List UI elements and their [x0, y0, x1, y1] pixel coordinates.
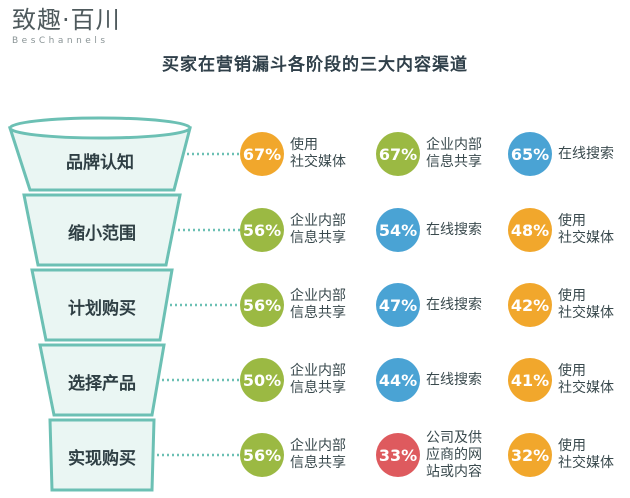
funnel-stage-shape [38, 343, 166, 417]
percentage-circle: 67% [240, 132, 284, 176]
percentage-circle: 33% [376, 433, 420, 477]
channel-label: 企业内部 信息共享 [290, 438, 346, 471]
percentage-circle: 54% [376, 208, 420, 252]
percentage-circle: 56% [240, 433, 284, 477]
percentage-circle: 50% [240, 358, 284, 402]
channel-label: 在线搜索 [426, 371, 482, 388]
funnel-stage-shape [48, 418, 156, 492]
brand-name: 致趣·百川 [12, 6, 121, 34]
percentage-circle: 42% [508, 283, 552, 327]
percentage-circle: 65% [508, 132, 552, 176]
stage-label: 计划购买 [68, 299, 136, 319]
stage-label: 品牌认知 [66, 153, 134, 173]
percentage-circle: 44% [376, 358, 420, 402]
percentage-circle: 67% [376, 132, 420, 176]
channel-label: 企业内部 信息共享 [290, 363, 346, 396]
funnel-stage-shape [22, 193, 182, 267]
channel-label: 使用 社交媒体 [558, 288, 614, 321]
page-title: 买家在营销漏斗各阶段的三大内容渠道 [162, 55, 468, 75]
channel-label: 使用 社交媒体 [290, 137, 346, 170]
channel-label: 企业内部 信息共享 [290, 213, 346, 246]
brand-logo: 致趣·百川 BesChannels [12, 6, 121, 46]
stage-label: 选择产品 [68, 374, 136, 394]
channel-label: 在线搜索 [426, 221, 482, 238]
percentage-circle: 41% [508, 358, 552, 402]
channel-label: 在线搜索 [558, 145, 614, 162]
channel-label: 使用 社交媒体 [558, 213, 614, 246]
percentage-circle: 48% [508, 208, 552, 252]
brand-subtitle: BesChannels [12, 36, 109, 46]
percentage-circle: 47% [376, 283, 420, 327]
channel-label: 公司及供 应商的网 站或内容 [426, 429, 482, 480]
channel-label: 使用 社交媒体 [558, 438, 614, 471]
stage-label: 实现购买 [68, 449, 136, 469]
funnel-stage-shape [30, 268, 174, 342]
percentage-circle: 32% [508, 433, 552, 477]
stage-label: 缩小范围 [68, 224, 136, 244]
channel-label: 在线搜索 [426, 296, 482, 313]
channel-label: 使用 社交媒体 [558, 363, 614, 396]
channel-label: 企业内部 信息共享 [426, 137, 482, 170]
channel-label: 企业内部 信息共享 [290, 288, 346, 321]
percentage-circle: 56% [240, 208, 284, 252]
funnel-stage-shape [7, 116, 192, 192]
percentage-circle: 56% [240, 283, 284, 327]
